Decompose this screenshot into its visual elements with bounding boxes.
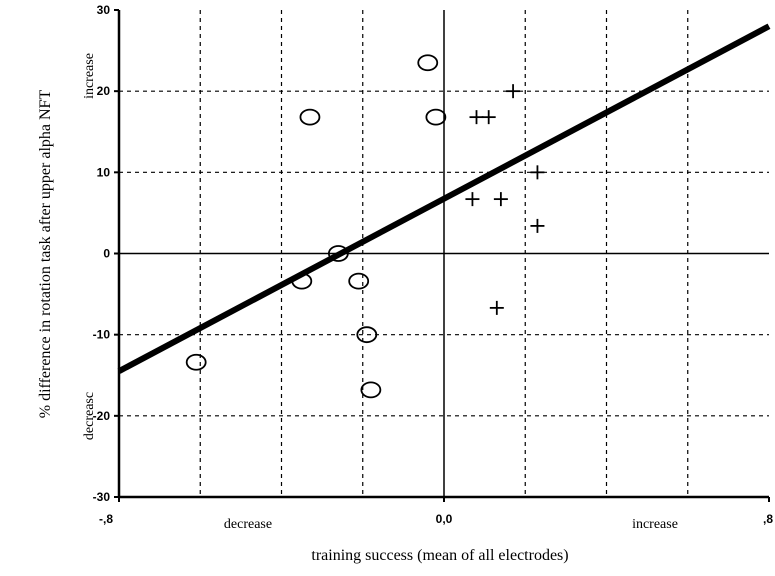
x-increase-annotation: increase: [632, 517, 678, 532]
circle-point: [291, 272, 313, 290]
y-tick-label: 30: [97, 3, 111, 17]
plus-point: [493, 192, 508, 207]
x-axis-label: training success (mean of all electrodes…: [311, 547, 568, 564]
plus-point: [506, 84, 521, 99]
y-decrease-annotation: decreasc: [82, 392, 97, 440]
circle-point: [425, 108, 447, 126]
circle-point: [356, 326, 378, 344]
plus-point: [469, 110, 484, 125]
x-tick-label: -,8: [99, 512, 113, 526]
circle-point: [348, 272, 370, 290]
circle-point: [299, 108, 321, 126]
y-tick-label: 0: [103, 247, 110, 261]
circle-point: [185, 353, 207, 371]
plot-frame: [114, 9, 770, 502]
y-increase-annotation: increase: [82, 53, 97, 99]
zero-axes: [119, 10, 769, 497]
plus-point: [481, 110, 496, 125]
circle-point: [417, 54, 439, 72]
y-tick-label: -10: [93, 328, 111, 342]
y-tick-label: -20: [93, 409, 111, 423]
y-axis-label: % difference in rotation task after uppe…: [37, 90, 54, 419]
plus-point: [530, 165, 545, 180]
circle-point: [360, 381, 382, 399]
x-decrease-annotation: decrease: [224, 517, 272, 532]
plus-point: [489, 300, 504, 315]
x-tick-label: ,8: [763, 512, 773, 526]
y-tick-label: 10: [97, 165, 111, 179]
circle-point: [327, 245, 349, 262]
regression-line: [117, 23, 771, 374]
plus-point: [530, 218, 545, 233]
regression-line-group: [117, 23, 771, 374]
tick-labels: -30 -20 -10 0 10 20 30 -,8 0,0 ,8: [93, 3, 774, 526]
x-tick-label: 0,0: [436, 512, 453, 526]
y-tick-label: -30: [93, 490, 111, 504]
y-tick-label: 20: [97, 84, 111, 98]
plus-point: [465, 192, 480, 207]
data-points: [185, 54, 545, 399]
